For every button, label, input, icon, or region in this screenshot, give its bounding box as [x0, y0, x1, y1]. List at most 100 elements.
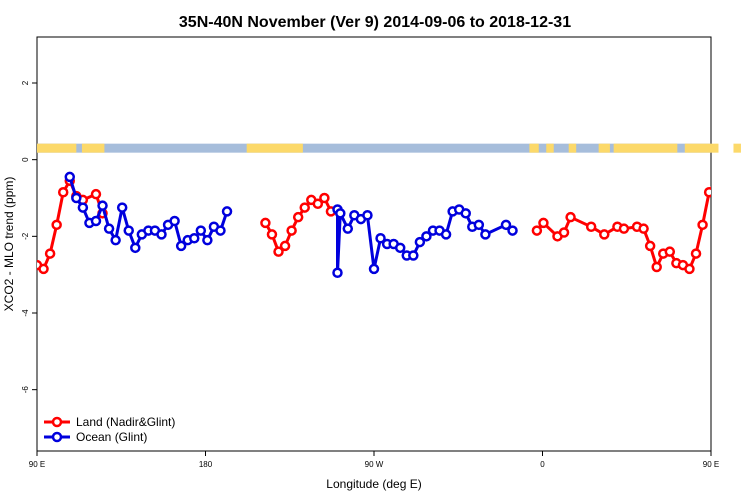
series-point-0	[684, 263, 695, 275]
series-line-0	[37, 179, 104, 271]
series-point-1	[97, 200, 108, 211]
series-point-1	[368, 263, 380, 275]
series-point-0	[260, 217, 271, 229]
series-point-1	[123, 225, 134, 236]
series-point-1	[500, 219, 512, 231]
series-point-1	[71, 192, 82, 204]
series-point-0	[57, 187, 69, 198]
x-tick-label: 180	[199, 460, 213, 469]
x-axis-label: Longitude (deg E)	[326, 477, 421, 491]
series-point-0	[585, 221, 597, 232]
series-point-1	[332, 267, 343, 278]
series-point-0	[538, 217, 549, 229]
land-ocean-strip	[37, 143, 741, 153]
land-band	[733, 143, 741, 153]
land-band	[598, 143, 610, 153]
series-point-1	[440, 229, 452, 240]
series-point-1	[130, 242, 141, 254]
series-point-1	[156, 229, 167, 240]
series-point-0	[618, 223, 630, 234]
series-point-0	[273, 246, 284, 257]
series-point-0	[292, 211, 304, 223]
series-point-1	[414, 236, 426, 248]
ocean-band	[37, 143, 711, 153]
y-tick-label: -6	[21, 386, 30, 394]
series-point-0	[558, 227, 570, 238]
series-point-1	[110, 234, 121, 246]
y-axis-label: XCO2 - MLO trend (ppm)	[2, 177, 16, 312]
series-point-1	[175, 240, 187, 252]
x-tick-label: 90 E	[29, 460, 45, 469]
chart-title: 35N-40N November (Ver 9) 2014-09-06 to 2…	[179, 14, 571, 31]
series-point-0	[90, 188, 102, 200]
x-tick-label: 0	[540, 460, 545, 469]
series-point-0	[703, 187, 711, 198]
land-band	[613, 143, 678, 153]
series-point-1	[480, 229, 491, 240]
series-point-0	[38, 263, 49, 275]
series-point-1	[362, 210, 373, 221]
y-tick-label: 0	[21, 157, 30, 162]
y-tick-label: 2	[21, 80, 30, 85]
series-point-1	[77, 202, 89, 213]
series-point-1	[116, 202, 128, 213]
series-point-1	[408, 250, 419, 261]
series-point-1	[473, 219, 485, 231]
series-point-0	[638, 223, 649, 234]
series-point-1	[335, 208, 346, 219]
series-point-0	[531, 225, 543, 236]
land-band	[684, 143, 719, 153]
series-point-1	[103, 223, 115, 234]
series-point-0	[690, 248, 702, 259]
series-layer	[37, 171, 749, 278]
land-band	[37, 143, 77, 153]
y-tick-label: -4	[21, 309, 30, 317]
series-point-1	[507, 225, 518, 236]
series-point-1	[221, 206, 233, 217]
land-band	[546, 143, 554, 153]
x-tick-label: 90 W	[365, 460, 384, 469]
series-point-1	[342, 223, 354, 234]
legend-marker-ocean	[51, 431, 63, 443]
series-point-0	[299, 202, 310, 213]
series-point-1	[394, 242, 406, 254]
series-point-0	[664, 246, 676, 257]
legend-item-land: Land (Nadir&Glint)	[44, 415, 175, 429]
series-point-1	[460, 208, 471, 219]
series-point-0	[51, 219, 62, 231]
series-point-0	[266, 229, 278, 240]
legend: Land (Nadir&Glint) Ocean (Glint)	[44, 415, 175, 444]
series-point-0	[599, 229, 610, 240]
legend-label-ocean: Ocean (Glint)	[76, 430, 147, 444]
x-axis-ticks: 90 E 180 90 W 0 90 E	[29, 451, 719, 469]
land-band	[81, 143, 105, 153]
y-axis-ticks: -6 -4 -2 0 2	[21, 80, 37, 393]
legend-label-land: Land (Nadir&Glint)	[76, 415, 175, 429]
land-band	[568, 143, 577, 153]
series-line-1	[716, 177, 749, 223]
series-point-0	[651, 261, 662, 273]
series-point-0	[286, 225, 297, 236]
series-point-0	[565, 211, 576, 223]
legend-marker-land	[51, 416, 63, 428]
series-point-1	[421, 231, 432, 242]
series-point-0	[44, 248, 56, 259]
series-point-0	[644, 240, 656, 252]
land-band	[529, 143, 539, 153]
series-point-1	[90, 215, 102, 227]
series-point-1	[189, 233, 200, 244]
x-tick-label: 90 E	[703, 460, 719, 469]
series-point-1	[169, 215, 180, 227]
series-point-0	[279, 240, 291, 252]
series-point-1	[202, 234, 213, 246]
land-band	[246, 143, 303, 153]
series-point-1	[195, 225, 207, 236]
y-tick-label: -2	[21, 232, 30, 240]
legend-item-ocean: Ocean (Glint)	[44, 430, 147, 444]
series-point-1	[64, 171, 76, 183]
series-point-0	[697, 219, 708, 231]
series-point-1	[215, 225, 226, 236]
series-point-0	[319, 192, 330, 204]
series-point-0	[312, 198, 324, 209]
